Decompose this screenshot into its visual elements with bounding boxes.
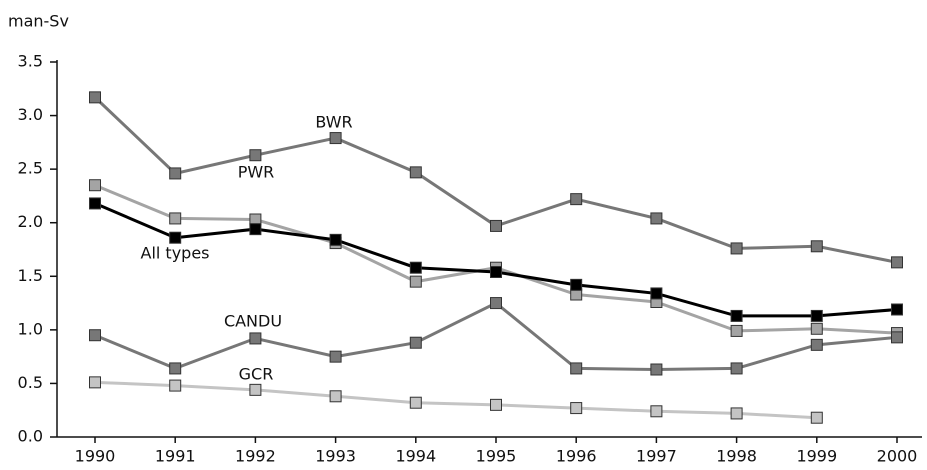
marker xyxy=(570,193,583,206)
marker xyxy=(89,91,101,104)
marker xyxy=(249,149,262,162)
y-tick-label: 3.0 xyxy=(18,105,43,124)
marker xyxy=(169,362,182,375)
x-tick-label: 2000 xyxy=(877,447,918,466)
marker xyxy=(169,231,182,244)
marker xyxy=(650,363,663,376)
marker xyxy=(329,390,342,403)
x-tick-label: 1997 xyxy=(636,447,677,466)
marker xyxy=(249,223,262,236)
marker xyxy=(409,336,422,349)
series-label: GCR xyxy=(239,365,274,384)
series-label: CANDU xyxy=(224,312,282,331)
marker xyxy=(810,309,823,322)
y-tick-label: 0.5 xyxy=(18,373,43,392)
marker xyxy=(730,324,743,337)
marker xyxy=(891,256,903,269)
marker xyxy=(169,212,182,225)
x-tick-label: 1993 xyxy=(315,447,356,466)
x-tick-label: 1992 xyxy=(235,447,276,466)
marker xyxy=(409,396,422,409)
marker xyxy=(570,278,583,291)
marker xyxy=(490,219,502,232)
marker xyxy=(490,398,502,411)
marker xyxy=(169,167,182,180)
marker xyxy=(89,197,101,210)
x-tick-label: 1991 xyxy=(155,447,196,466)
marker xyxy=(249,332,262,345)
x-tick-label: 1998 xyxy=(716,447,757,466)
marker xyxy=(891,303,903,316)
marker xyxy=(329,132,342,145)
marker xyxy=(891,331,903,344)
y-tick-label: 3.5 xyxy=(18,52,43,71)
marker xyxy=(730,309,743,322)
marker xyxy=(650,212,663,225)
y-tick-label: 1.5 xyxy=(18,266,43,285)
series-line xyxy=(93,96,898,264)
marker xyxy=(409,261,422,274)
y-tick-label: 2.5 xyxy=(18,159,43,178)
series-label: BWR xyxy=(315,113,352,132)
x-tick-label: 1995 xyxy=(476,447,517,466)
marker xyxy=(490,266,502,278)
y-tick-label: 0.0 xyxy=(18,427,43,446)
marker xyxy=(89,179,101,192)
marker xyxy=(730,362,743,375)
marker xyxy=(490,297,502,310)
marker xyxy=(650,287,663,300)
marker xyxy=(570,402,583,415)
marker xyxy=(730,407,743,420)
marker xyxy=(570,362,583,375)
y-tick-label: 2.0 xyxy=(18,212,43,231)
marker xyxy=(329,350,342,363)
marker xyxy=(169,379,182,392)
marker xyxy=(810,338,823,351)
x-tick-label: 1990 xyxy=(75,447,116,466)
y-tick-label: 1.0 xyxy=(18,319,43,338)
marker xyxy=(89,376,101,389)
series-label: All types xyxy=(141,244,210,263)
y-axis-label: man-Sv xyxy=(8,12,69,31)
marker xyxy=(409,166,422,179)
marker xyxy=(810,322,823,335)
x-tick-label: 1999 xyxy=(796,447,837,466)
marker xyxy=(650,405,663,418)
series-line xyxy=(94,301,898,372)
x-tick-label: 1996 xyxy=(556,447,597,466)
marker xyxy=(730,242,743,255)
series-line xyxy=(94,183,898,335)
series-line xyxy=(94,380,817,420)
marker xyxy=(89,329,101,342)
series-label: PWR xyxy=(238,163,275,182)
marker xyxy=(409,275,422,288)
marker xyxy=(810,240,823,253)
x-tick-label: 1994 xyxy=(395,447,436,466)
marker xyxy=(329,233,342,246)
marker xyxy=(810,411,823,424)
marker xyxy=(249,383,262,396)
